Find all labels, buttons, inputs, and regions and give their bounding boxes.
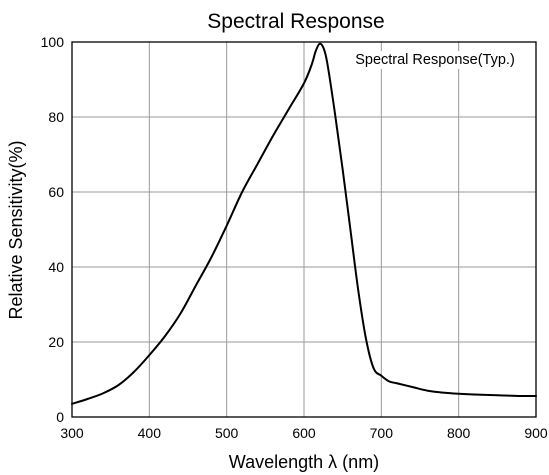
y-tick-label: 20 — [48, 334, 64, 350]
x-tick-label: 900 — [524, 425, 548, 441]
x-tick-label: 800 — [447, 425, 471, 441]
y-tick-label: 80 — [48, 109, 64, 125]
y-tick-label: 60 — [48, 184, 64, 200]
x-tick-labels: 300 400 500 600 700 800 900 — [60, 425, 548, 441]
series-line — [71, 42, 537, 405]
y-tick-label: 40 — [48, 259, 64, 275]
y-tick-label: 100 — [41, 34, 65, 50]
annotation-background — [352, 51, 518, 69]
x-axis-label: Wavelength λ (nm) — [229, 452, 379, 472]
y-tick-labels: 0 20 40 60 80 100 — [41, 34, 65, 425]
chart-annotation: Spectral Response(Typ.) — [355, 52, 515, 68]
y-axis-label: Relative Sensitivity(%) — [6, 140, 26, 319]
grid — [72, 42, 536, 417]
y-tick-label: 0 — [56, 409, 64, 425]
x-tick-label: 600 — [292, 425, 316, 441]
x-tick-label: 300 — [60, 425, 84, 441]
plot-frame — [71, 41, 537, 418]
chart-title: Spectral Response — [207, 10, 384, 33]
x-tick-label: 700 — [370, 425, 394, 441]
x-tick-label: 400 — [138, 425, 162, 441]
x-tick-label: 500 — [215, 425, 239, 441]
